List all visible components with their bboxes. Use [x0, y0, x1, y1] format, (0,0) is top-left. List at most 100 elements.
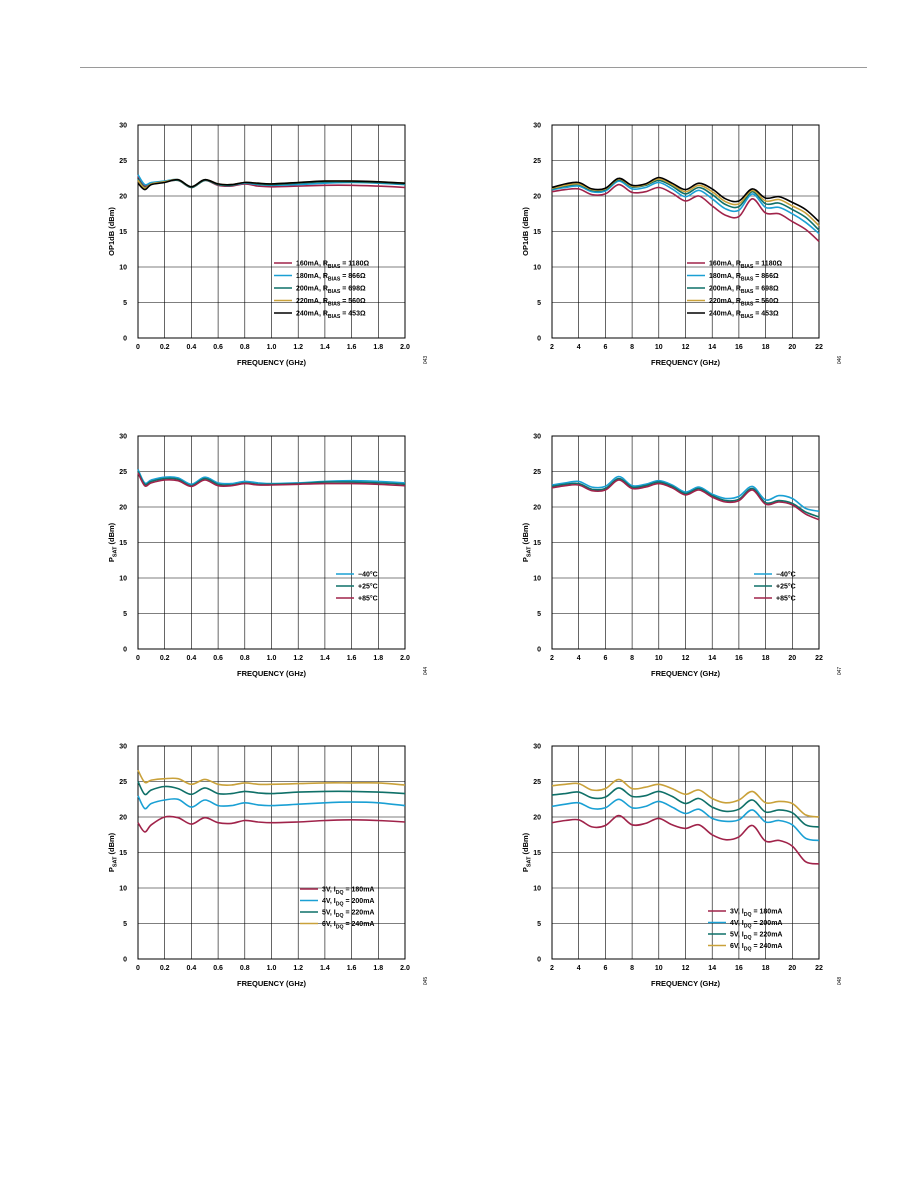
x-axis-title: FREQUENCY (GHz) — [237, 669, 307, 678]
y-tick-label: 30 — [533, 123, 541, 130]
legend-label: 180mA, RBIAS = 866Ω — [296, 273, 366, 283]
series-line — [551, 479, 820, 521]
series-line — [137, 472, 406, 488]
y-tick-label: 10 — [533, 576, 541, 583]
x-tick-label: 14 — [708, 655, 716, 662]
x-tick-label: 4 — [577, 344, 581, 351]
series-line — [551, 814, 820, 865]
x-tick-label: 16 — [735, 344, 743, 351]
x-tick-label: 12 — [682, 344, 690, 351]
y-tick-label: 15 — [119, 229, 127, 236]
plot-frame — [137, 745, 406, 960]
x-tick-label: 20 — [788, 965, 796, 972]
x-tick-label: 2.0 — [400, 965, 410, 972]
header-rule — [80, 67, 867, 68]
x-tick-label: 8 — [630, 965, 634, 972]
plot-frame — [551, 124, 820, 339]
x-tick-label: 1.8 — [373, 344, 383, 351]
chart-4: 2 4 6 8 10 12 14 16 18 20 22 0 5 10 15 20 25 30 FREQUENCY … — [521, 434, 843, 679]
x-tick-label: 0.4 — [187, 655, 197, 662]
series-group — [137, 174, 406, 191]
x-tick-label: 1.2 — [293, 965, 303, 972]
y-axis-title: PSAT (dBm) — [107, 522, 119, 562]
x-tick-label: 8 — [630, 344, 634, 351]
grid — [137, 435, 406, 650]
x-tick-label: 0.2 — [160, 965, 170, 972]
figure-number: 043 — [423, 356, 429, 365]
y-axis-title: OP1dB (dBm) — [107, 207, 116, 256]
legend-label: 160mA, RBIAS = 1180Ω — [709, 261, 782, 271]
x-tick-label: 1.2 — [293, 344, 303, 351]
x-tick-label: 12 — [682, 655, 690, 662]
y-tick-label: 10 — [533, 265, 541, 272]
x-tick-label: 12 — [682, 965, 690, 972]
series-line — [551, 475, 820, 513]
x-tick-label: 4 — [577, 655, 581, 662]
chart-5: 0 0.2 0.4 0.6 0.8 1.0 1.2 1.4 1.6 1.8 2.0 0 5 10 15 20 2… — [107, 744, 429, 989]
x-tick-label: 2.0 — [400, 655, 410, 662]
y-tick-label: 0 — [537, 647, 541, 654]
series-line — [137, 781, 406, 796]
legend: 160mA, RBIAS = 1180Ω 180mA, RBIAS = 866Ω 2… — [687, 261, 782, 320]
y-tick-label: 25 — [119, 158, 127, 165]
series-line — [137, 815, 406, 833]
x-tick-label: 1.2 — [293, 655, 303, 662]
y-tick-label: 15 — [533, 229, 541, 236]
figure-number: 047 — [837, 667, 843, 676]
y-tick-label: 15 — [533, 540, 541, 547]
series-line — [137, 795, 406, 810]
x-tick-label: 0.6 — [213, 965, 223, 972]
x-tick-label: 2 — [550, 344, 554, 351]
legend-label: 220mA, RBIAS = 560Ω — [709, 298, 779, 308]
chart-6: 2 4 6 8 10 12 14 16 18 20 22 0 5 10 15 20 25 30 FREQUENCY … — [521, 744, 843, 989]
y-tick-label: 30 — [533, 744, 541, 751]
series-line — [551, 798, 820, 842]
x-tick-label: 6 — [603, 344, 607, 351]
x-axis-title: FREQUENCY (GHz) — [237, 358, 307, 367]
x-tick-label: 22 — [815, 344, 823, 351]
y-tick-label: 15 — [119, 850, 127, 857]
x-tick-label: 22 — [815, 655, 823, 662]
x-tick-label: 2 — [550, 655, 554, 662]
x-tick-label: 8 — [630, 655, 634, 662]
x-tick-label: 18 — [762, 655, 770, 662]
legend-label: 3V, IDQ = 180mA — [730, 909, 782, 919]
x-tick-label: 1.0 — [267, 344, 277, 351]
x-tick-label: 1.4 — [320, 344, 330, 351]
chart-1: 0 0.2 0.4 0.6 0.8 1.0 1.2 1.4 1.6 1.8 2.0 0 5 10 15 20 2… — [107, 123, 429, 368]
legend-label: 4V, IDQ = 200mA — [730, 920, 782, 930]
legend-label: +25°C — [776, 583, 796, 591]
y-tick-label: 25 — [119, 469, 127, 476]
y-tick-label: 10 — [119, 886, 127, 893]
y-tick-label: 20 — [533, 194, 541, 201]
series-line — [137, 769, 406, 786]
series-line — [137, 178, 406, 191]
x-tick-label: 1.4 — [320, 965, 330, 972]
y-tick-label: 20 — [533, 505, 541, 512]
y-tick-label: 30 — [533, 434, 541, 441]
y-tick-label: 5 — [537, 921, 541, 928]
x-tick-label: 1.6 — [347, 344, 357, 351]
y-tick-label: 0 — [537, 336, 541, 343]
x-tick-label: 10 — [655, 344, 663, 351]
y-tick-label: 30 — [119, 434, 127, 441]
plot-frame — [551, 435, 820, 650]
x-tick-label: 0 — [136, 344, 140, 351]
y-tick-label: 5 — [123, 300, 127, 307]
y-tick-label: 25 — [119, 779, 127, 786]
y-axis-title: PSAT (dBm) — [521, 832, 533, 872]
legend: −40°C +25°C +85°C — [336, 571, 378, 603]
y-axis-title: PSAT (dBm) — [107, 832, 119, 872]
y-tick-label: 0 — [123, 336, 127, 343]
legend-label: +25°C — [358, 583, 378, 591]
x-tick-label: 0.8 — [240, 655, 250, 662]
series-line — [551, 778, 820, 818]
x-tick-label: 2.0 — [400, 344, 410, 351]
y-tick-label: 10 — [533, 886, 541, 893]
y-tick-label: 20 — [119, 815, 127, 822]
x-tick-label: 0.4 — [187, 344, 197, 351]
x-tick-label: 0.2 — [160, 344, 170, 351]
x-tick-label: 16 — [735, 655, 743, 662]
